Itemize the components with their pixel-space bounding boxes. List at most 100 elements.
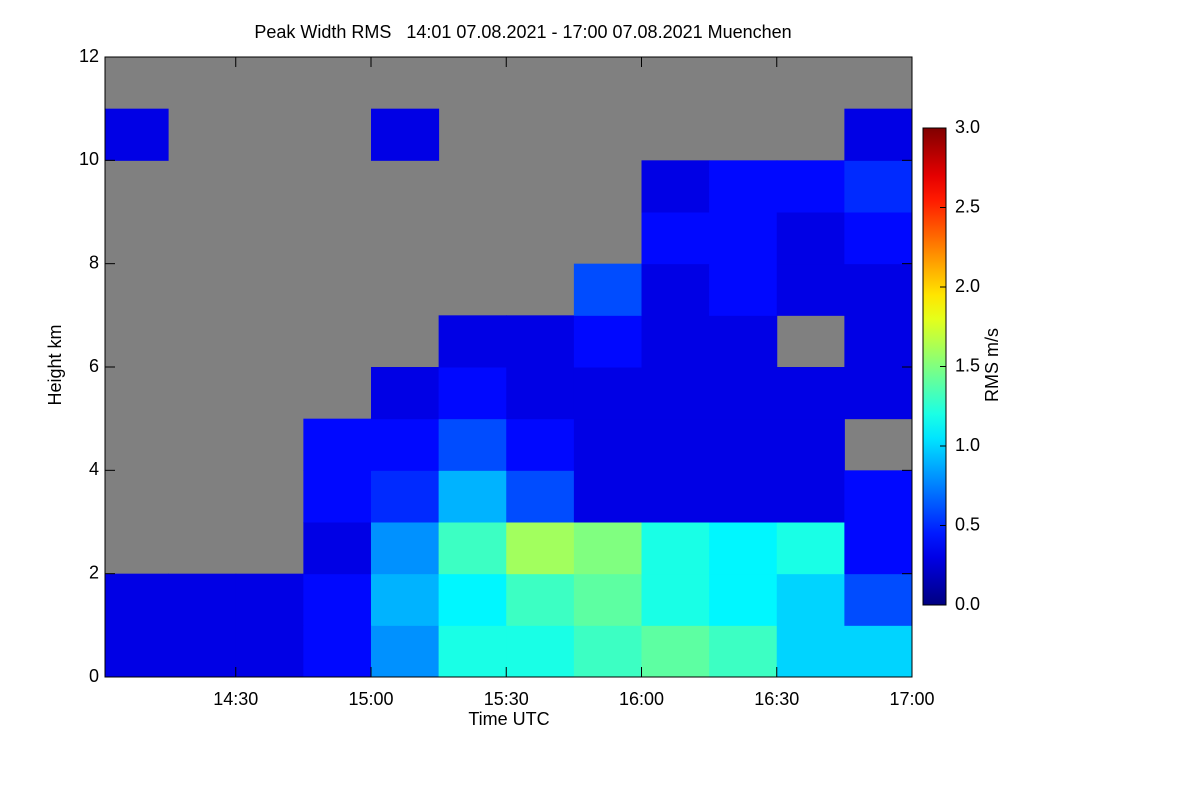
y-tick-label: 12 (79, 46, 99, 66)
heatmap-cell (370, 522, 440, 575)
heatmap-cell (573, 522, 642, 575)
heatmap-cell (709, 263, 778, 316)
heatmap-cell (709, 625, 778, 677)
y-tick-label: 8 (89, 252, 99, 272)
x-axis-label: Time UTC (468, 709, 549, 729)
heatmap-cell (776, 573, 845, 626)
heatmap-cell (709, 367, 778, 420)
colorbar-tick-label: 0.5 (955, 514, 980, 534)
y-tick-label: 0 (89, 666, 99, 686)
heatmap-cell (506, 522, 575, 575)
heatmap-cell (709, 522, 778, 575)
heatmap-cell (506, 315, 575, 368)
y-tick-label: 10 (79, 149, 99, 169)
heatmap-cell (303, 418, 372, 471)
x-tick-label: 16:30 (754, 689, 799, 709)
heatmap-cell (844, 315, 912, 368)
heatmap-cell (438, 470, 507, 523)
heatmap-cell (438, 315, 507, 368)
x-tick-label: 16:00 (619, 689, 664, 709)
heatmap-cell (573, 573, 642, 626)
heatmap-cell (573, 367, 642, 420)
heatmap-cell (709, 212, 778, 265)
heatmap-cell (303, 625, 372, 677)
chart-title: Peak Width RMS 14:01 07.08.2021 - 17:00 … (254, 22, 791, 42)
heatmap-cell (776, 625, 845, 677)
heatmap-cell (235, 625, 304, 677)
heatmap-cell (438, 522, 507, 575)
heatmap-cell (641, 573, 710, 626)
heatmap-cell (844, 108, 912, 161)
heatmap-cell (776, 367, 845, 420)
heatmap-cell (641, 625, 710, 677)
heatmap-cell (844, 367, 912, 420)
heatmap-cell (641, 263, 710, 316)
heatmap-cell (844, 522, 912, 575)
heatmap-cell (303, 573, 372, 626)
heatmap-cell (844, 470, 912, 523)
heatmap-cell (709, 418, 778, 471)
heatmap-cell (641, 315, 710, 368)
x-tick-label: 15:00 (348, 689, 393, 709)
heatmap-cell (709, 470, 778, 523)
heatmap-cell (105, 625, 169, 677)
heatmap-cell (776, 160, 845, 213)
heatmap-cell (168, 573, 237, 626)
heatmap-cell (370, 470, 440, 523)
x-tick-label: 17:00 (889, 689, 934, 709)
heatmap-cell (776, 212, 845, 265)
heatmap-cell (235, 573, 304, 626)
heatmap-cell (573, 470, 642, 523)
heatmap-cell (844, 625, 912, 677)
heatmap-cell (844, 573, 912, 626)
heatmap-cell (776, 522, 845, 575)
y-tick-label: 4 (89, 459, 99, 479)
heatmap-cell (641, 367, 710, 420)
heatmap-cell (438, 418, 507, 471)
heatmap-cell (573, 315, 642, 368)
heatmap-cell (506, 470, 575, 523)
heatmap-cell (303, 522, 372, 575)
y-tick-label: 6 (89, 356, 99, 376)
heatmap-cell (303, 470, 372, 523)
x-tick-label: 15:30 (484, 689, 529, 709)
colorbar-tick-label: 0.0 (955, 594, 980, 614)
heatmap-cell (438, 367, 507, 420)
heatmap-cell (506, 418, 575, 471)
heatmap-cell (776, 418, 845, 471)
heatmap-cell (641, 212, 710, 265)
heatmap-cell (370, 625, 440, 677)
heatmap-cell (506, 367, 575, 420)
heatmap-cell (168, 625, 237, 677)
heatmap-cell (370, 573, 440, 626)
heatmap-cell (370, 418, 440, 471)
heatmap-cell (573, 263, 642, 316)
heatmap-cell (641, 418, 710, 471)
colorbar-tick-label: 2.0 (955, 276, 980, 296)
heatmap-cell (506, 573, 575, 626)
heatmap-cell (370, 108, 440, 161)
y-tick-label: 2 (89, 562, 99, 582)
heatmap-cell (105, 573, 169, 626)
heatmap-cell (709, 573, 778, 626)
colorbar-label: RMS m/s (982, 328, 1002, 402)
heatmap-cell (709, 160, 778, 213)
heatmap-cell (709, 315, 778, 368)
x-tick-label: 14:30 (213, 689, 258, 709)
heatmap-cell (370, 367, 440, 420)
heatmap-cell (105, 108, 169, 161)
colorbar-tick-label: 1.0 (955, 435, 980, 455)
heatmap-cell (844, 263, 912, 316)
heatmap-cell (506, 625, 575, 677)
heatmap-cell (776, 263, 845, 316)
colorbar-tick-label: 1.5 (955, 355, 980, 375)
heatmap-cell (641, 160, 710, 213)
y-axis-label: Height km (45, 324, 65, 405)
heatmap-cell (844, 212, 912, 265)
colorbar-tick-label: 3.0 (955, 117, 980, 137)
colorbar-tick-label: 2.5 (955, 196, 980, 216)
heatmap-cell (844, 160, 912, 213)
heatmap-cell (641, 470, 710, 523)
heatmap-cell (641, 522, 710, 575)
